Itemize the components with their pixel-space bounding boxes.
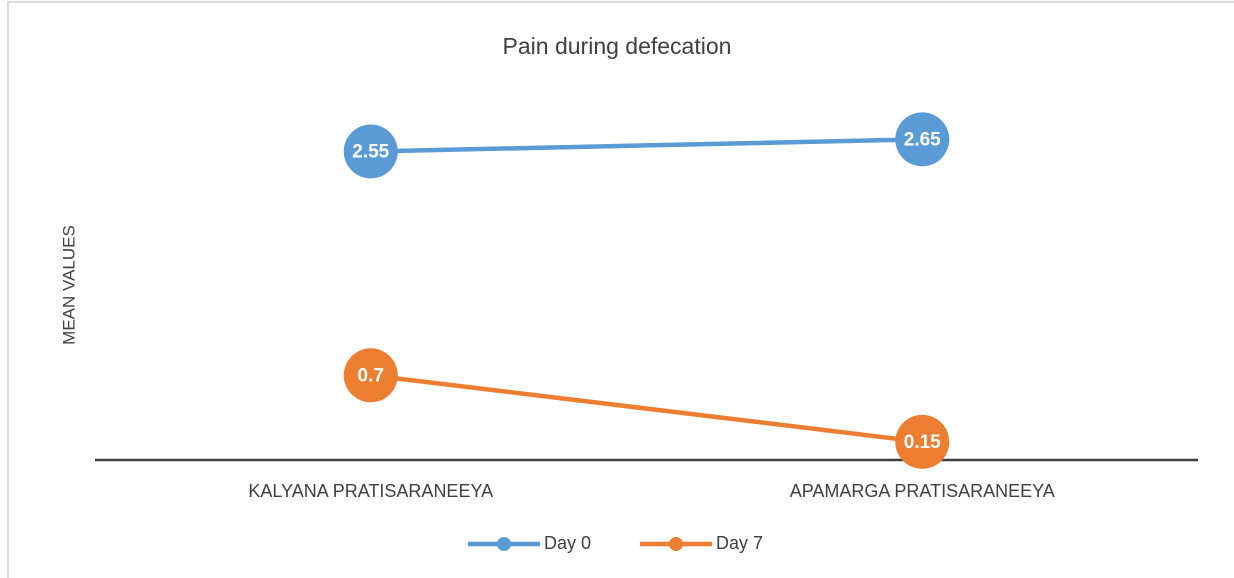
data-label: 2.65 [904, 129, 941, 150]
x-tick-label: APAMARGA PRATISARANEEYA [790, 481, 1055, 501]
data-label: 2.55 [352, 141, 389, 162]
series-line [370, 373, 923, 445]
series-line [370, 137, 923, 154]
chart-frame [7, 1, 1234, 578]
data-label: 0.15 [904, 432, 941, 453]
y-axis-label: MEAN VALUES [59, 225, 78, 345]
data-point [895, 414, 950, 469]
x-tick-label: KALYANA PRATISARANEEYA [248, 481, 493, 501]
data-point [343, 124, 398, 179]
data-point [343, 348, 398, 403]
chart-title: Pain during defecation [503, 33, 732, 59]
data-label: 0.7 [358, 365, 384, 386]
legend-marker [497, 537, 511, 551]
legend-label: Day 0 [544, 533, 591, 553]
data-point [895, 112, 950, 167]
legend-label: Day 7 [716, 533, 763, 553]
legend-marker [669, 537, 683, 551]
